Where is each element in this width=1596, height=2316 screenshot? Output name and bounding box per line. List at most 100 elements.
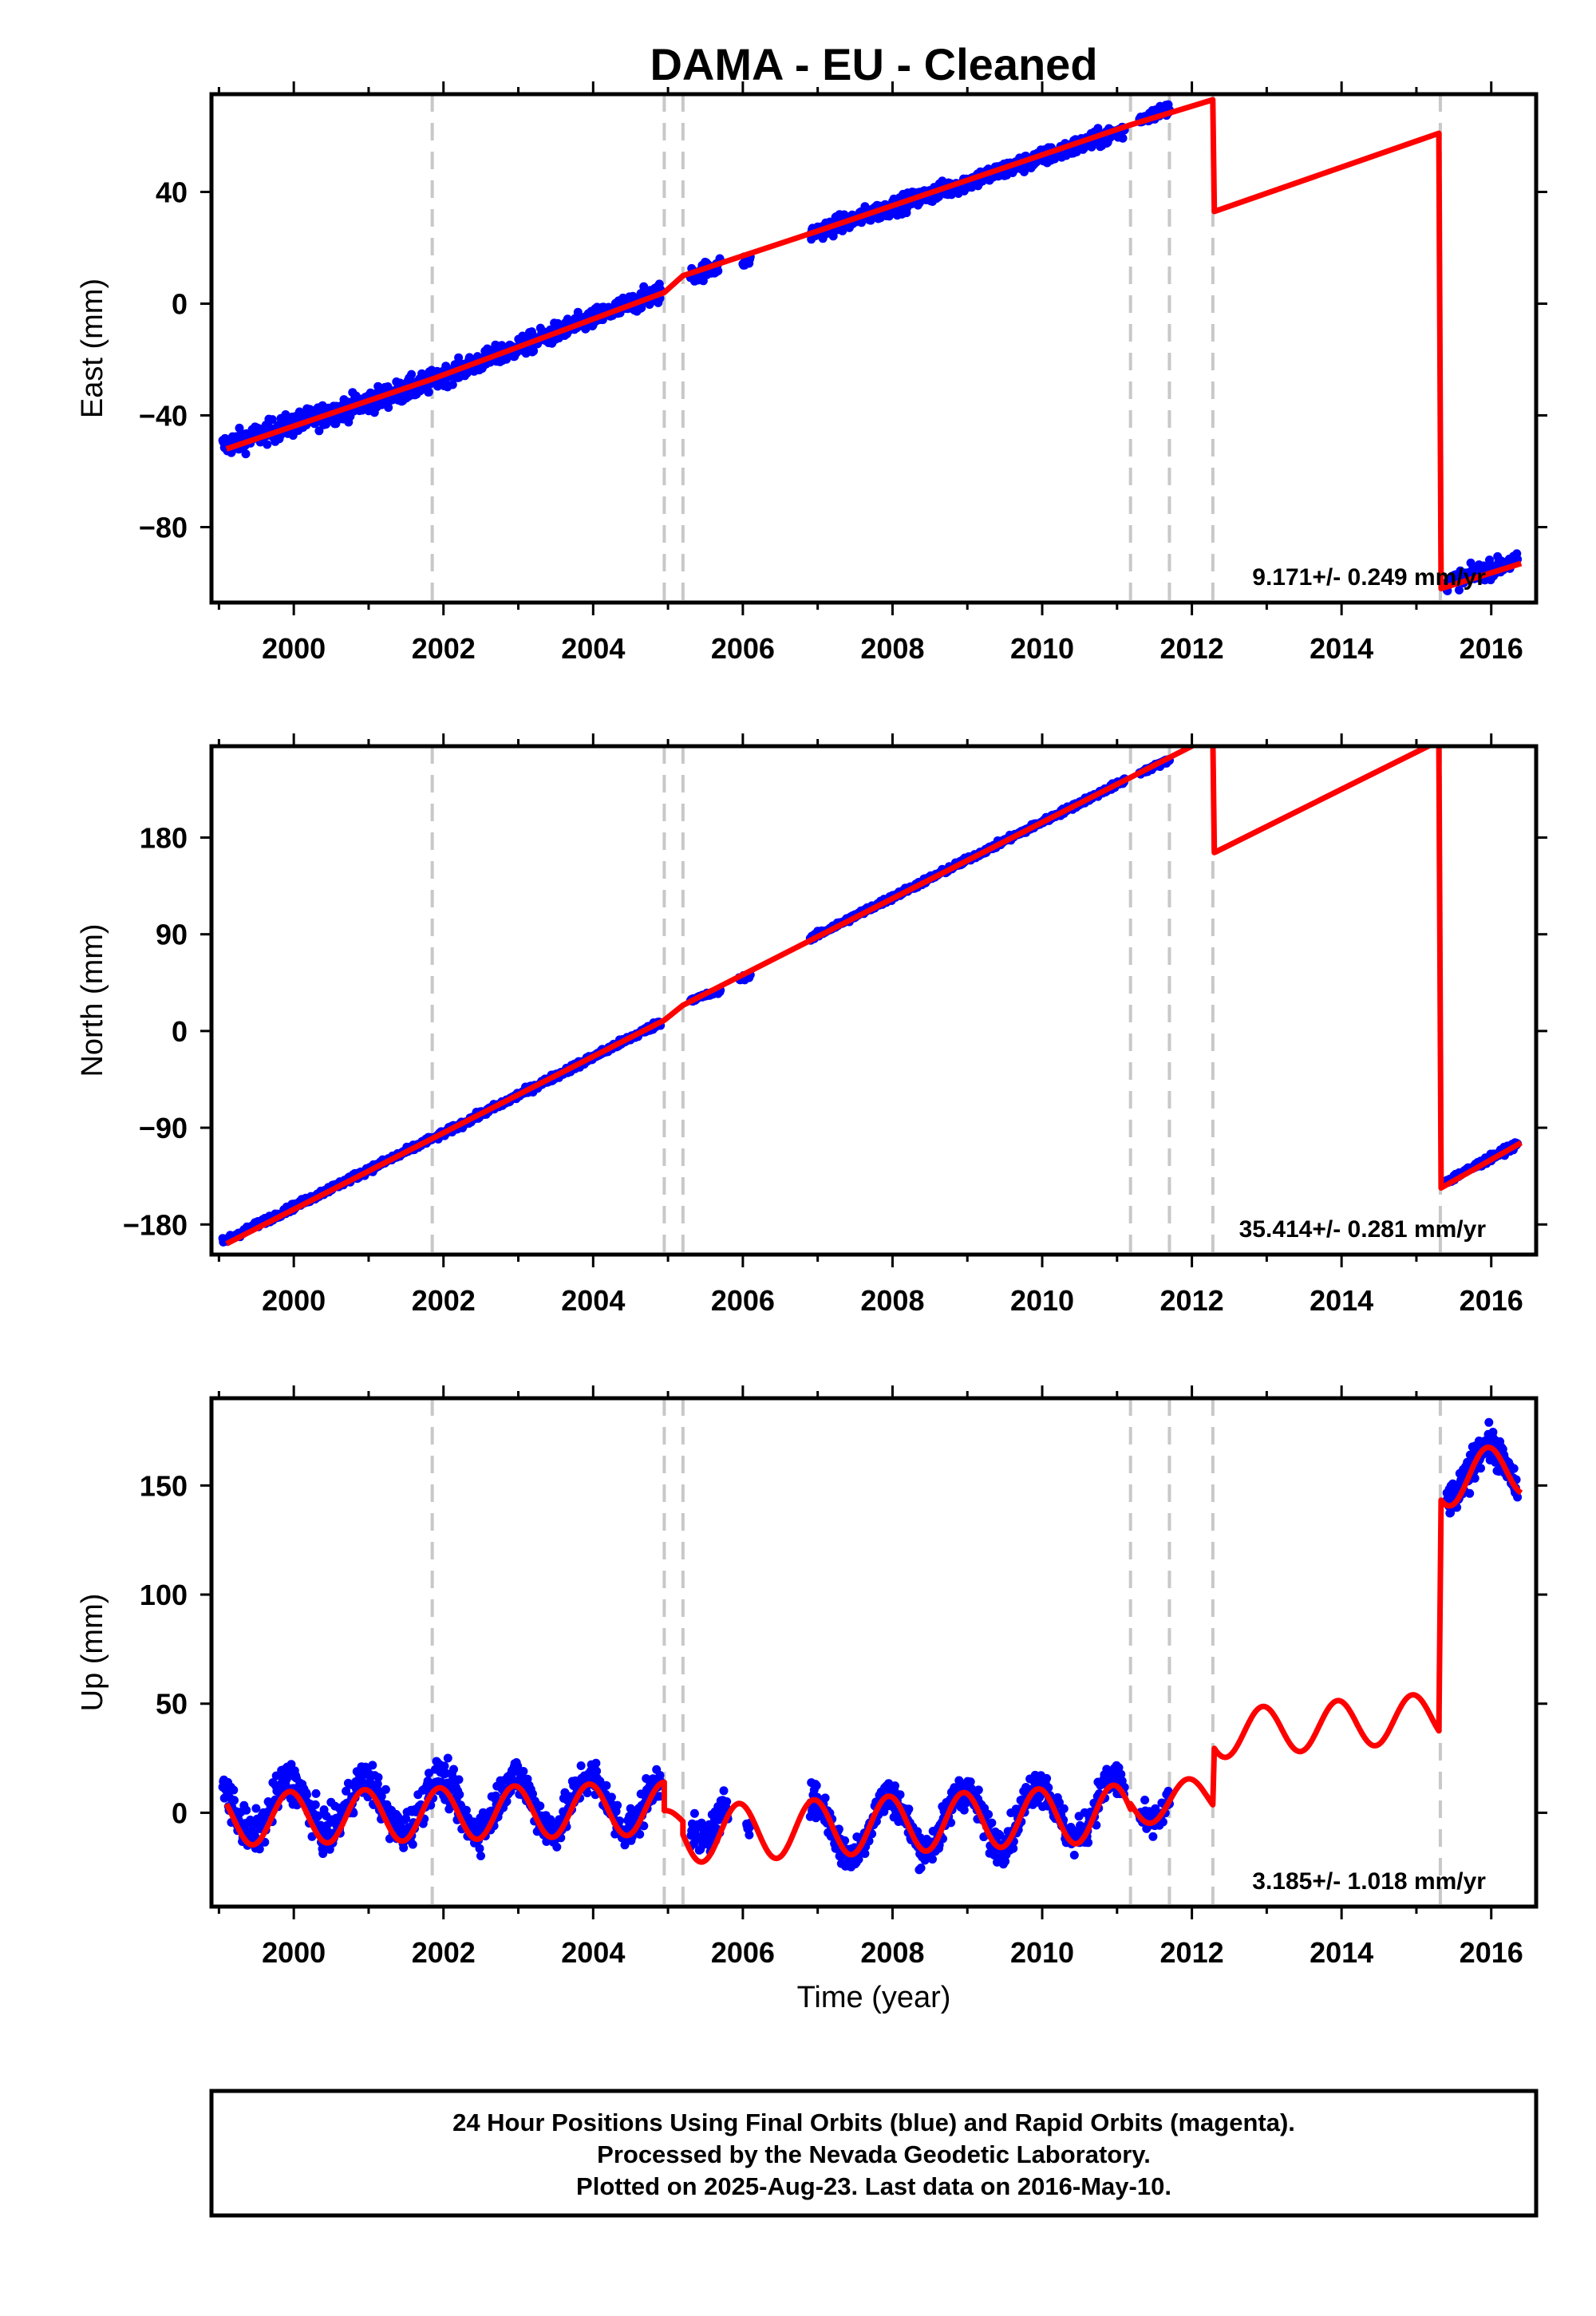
panels: 2000 2002 2004 2006 2008 2010 2012 2014 2016 40 0 −… (76, 81, 1547, 1969)
y-tick-label-north-3: −90 (139, 1112, 188, 1144)
rate-label-up: 3.185+/- 1.018 mm/yr (1252, 1868, 1486, 1895)
data-point-east-1-17 (441, 362, 451, 371)
y-axis-label-north: North (mm) (76, 923, 109, 1077)
data-point-up-3-84 (854, 1855, 863, 1864)
data-point-up-3-171 (904, 1804, 914, 1814)
data-point-up-0-580 (552, 1842, 562, 1852)
data-point-up-3-338 (1001, 1856, 1010, 1866)
data-point-up-2-5 (745, 1830, 754, 1840)
data-point-up-4-40 (1158, 1817, 1167, 1827)
data-point-up-3-432 (1055, 1798, 1064, 1807)
x-tick-label-north-2010: 2010 (1010, 1284, 1074, 1317)
y-tick-label-east-2: −40 (139, 400, 188, 433)
data-point-up-0-448 (476, 1852, 485, 1860)
data-point-up-5-122 (1513, 1492, 1523, 1502)
rate-label-north: 35.414+/- 0.281 mm/yr (1239, 1216, 1487, 1243)
y-tick-label-east-0: 40 (156, 176, 188, 209)
data-point-east-4-499 (1093, 124, 1103, 133)
footer-line-3: Plotted on 2025-Aug-23. Last data on 201… (576, 2172, 1171, 2200)
data-point-up-4-9 (1140, 1796, 1150, 1804)
data-point-up-3-95 (860, 1849, 870, 1859)
data-point-up-0-423 (461, 1805, 471, 1815)
y-tick-label-up-3: 0 (172, 1796, 188, 1829)
data-point-east-0-287 (384, 403, 393, 413)
data-point-up-3-535 (1114, 1763, 1124, 1773)
footer-line-1: 24 Hour Positions Using Final Orbits (bl… (452, 2109, 1295, 2136)
data-point-up-0-633 (583, 1788, 592, 1797)
data-point-east-0-327 (407, 370, 417, 379)
data-point-east-1-356 (637, 303, 646, 313)
x-tick-label-north-2000: 2000 (262, 1284, 326, 1317)
data-point-up-0-385 (440, 1761, 449, 1771)
x-tick-label-east-2016: 2016 (1460, 632, 1523, 665)
model-line-up (223, 1445, 1523, 1865)
x-tick-label-up-2004: 2004 (561, 1936, 625, 1969)
data-point-up-0-314 (399, 1843, 409, 1852)
data-points-up (218, 1417, 1523, 1875)
data-point-up-0-666 (602, 1780, 611, 1790)
data-point-east-1-169 (529, 346, 539, 356)
x-tick-label-east-2010: 2010 (1010, 632, 1074, 665)
data-point-up-0-731 (639, 1821, 649, 1831)
data-point-up-1-62 (722, 1797, 732, 1806)
data-point-up-5-116 (1509, 1464, 1519, 1473)
data-point-up-0-41 (242, 1805, 251, 1815)
data-point-up-0-283 (381, 1784, 390, 1794)
data-point-up-3-147 (891, 1781, 899, 1791)
panel-north: 2000 2002 2004 2006 2008 2010 2012 2014 20161809… (76, 733, 1547, 1317)
data-point-east-0-40 (241, 449, 251, 459)
x-tick-label-north-2012: 2012 (1160, 1284, 1224, 1317)
y-tick-label-north-1: 90 (156, 919, 188, 951)
x-tick-label-up-2012: 2012 (1160, 1936, 1224, 1969)
data-point-up-3-4 (808, 1803, 817, 1812)
data-point-up-0-161 (310, 1800, 320, 1809)
x-tick-label-up-2014: 2014 (1310, 1936, 1373, 1969)
data-point-up-0-214 (342, 1786, 351, 1796)
data-point-up-0-648 (591, 1758, 601, 1768)
plot-area-north (218, 746, 1523, 1255)
data-point-up-0-330 (408, 1840, 417, 1849)
plot-area-east (218, 94, 1523, 603)
data-point-up-0-146 (302, 1790, 311, 1800)
data-point-up-3-458 (1069, 1851, 1079, 1860)
x-tick-label-east-2014: 2014 (1310, 632, 1373, 665)
data-point-up-0-269 (373, 1779, 382, 1788)
y-tick-label-up-2: 50 (156, 1688, 188, 1721)
x-tick-label-north-2006: 2006 (711, 1284, 775, 1317)
footer-line-2: Processed by the Nevada Geodetic Laborat… (597, 2140, 1151, 2168)
data-point-up-0-649 (592, 1766, 602, 1776)
data-point-up-3-26 (820, 1793, 830, 1803)
data-point-up-0-724 (635, 1829, 645, 1839)
data-point-up-1-48 (713, 1815, 723, 1824)
rate-label-east: 9.171+/- 0.249 mm/yr (1252, 564, 1486, 591)
data-point-up-3-156 (895, 1790, 905, 1800)
x-ticks-east: 2000 2002 2004 2006 2008 2010 2012 2014 2016 (217, 81, 1523, 665)
data-point-up-0-260 (368, 1761, 377, 1770)
data-point-up-0-166 (314, 1811, 323, 1820)
y-tick-label-up-0: 150 (140, 1469, 188, 1502)
y-tick-label-north-2: 0 (172, 1015, 188, 1048)
data-point-up-3-212 (928, 1855, 937, 1864)
x-tick-label-east-2008: 2008 (860, 632, 924, 665)
data-point-up-4-49 (1163, 1786, 1173, 1796)
data-point-up-5-59 (1476, 1464, 1485, 1473)
x-tick-label-up-2016: 2016 (1460, 1936, 1523, 1969)
frame-east (209, 92, 1539, 605)
data-point-up-0-446 (475, 1844, 484, 1853)
data-point-up-5-73 (1484, 1417, 1494, 1427)
y-tick-label-east-3: −80 (139, 512, 188, 544)
frame-up (209, 1396, 1539, 1909)
data-point-up-0-622 (576, 1761, 586, 1770)
y-tick-label-north-4: −180 (123, 1208, 188, 1241)
data-point-up-3-315 (987, 1818, 997, 1828)
data-point-up-5-40 (1465, 1488, 1475, 1498)
data-point-up-3-192 (916, 1863, 926, 1873)
data-point-up-3-244 (946, 1818, 956, 1828)
data-point-up-5-80 (1488, 1428, 1498, 1437)
x-tick-label-east-2006: 2006 (711, 632, 775, 665)
x-tick-label-north-2004: 2004 (561, 1284, 625, 1317)
data-point-up-0-270 (373, 1773, 383, 1782)
x-tick-label-up-2002: 2002 (412, 1936, 476, 1969)
y-ticks-east: 400−40−80 (139, 176, 1547, 544)
